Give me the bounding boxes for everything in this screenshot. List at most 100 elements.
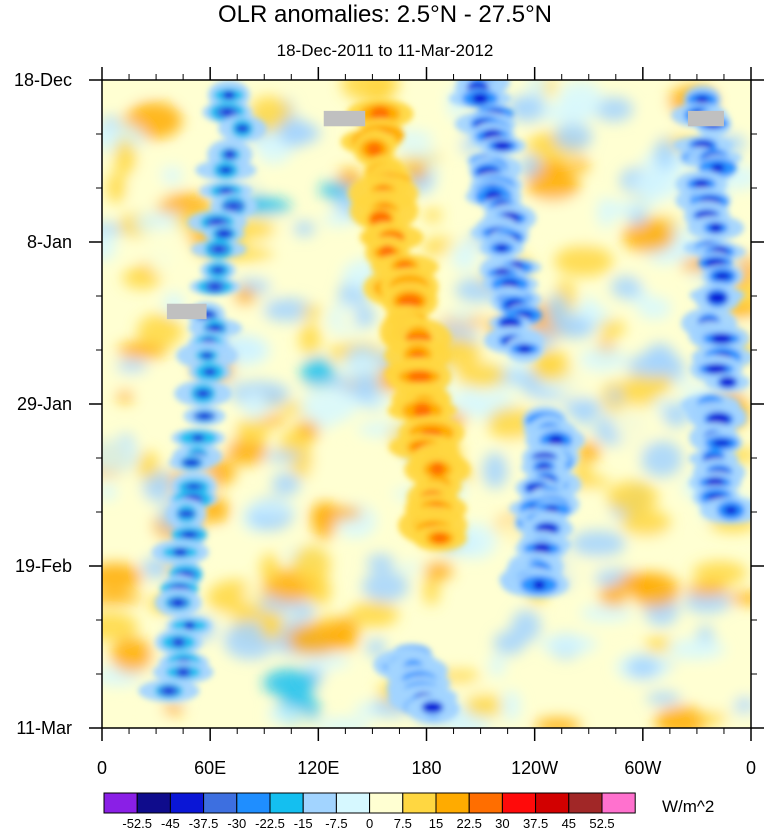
field-texture — [102, 83, 133, 99]
field-texture — [144, 695, 165, 727]
colorbar-label: -22.5 — [255, 816, 285, 830]
chart-subtitle: 18-Dec-2011 to 11-Mar-2012 — [276, 41, 494, 60]
field-texture — [234, 417, 270, 444]
anomaly-feature-1 — [504, 280, 516, 288]
field-texture — [242, 391, 268, 420]
field-texture — [622, 219, 675, 253]
anomaly-feature-3 — [713, 165, 722, 171]
anomaly-feature-4 — [370, 106, 390, 121]
field-texture — [501, 690, 521, 722]
field-texture — [557, 556, 588, 583]
field-texture — [161, 701, 184, 716]
field-texture — [293, 221, 316, 237]
anomaly-feature-0 — [185, 459, 199, 466]
field-texture — [423, 573, 440, 606]
anomaly-feature-4 — [366, 142, 383, 156]
field-texture — [451, 242, 477, 272]
field-texture — [225, 437, 268, 465]
x-tick-label: 120W — [511, 758, 558, 778]
anomaly-feature-2 — [551, 436, 561, 445]
field-texture — [354, 305, 376, 328]
anomaly-feature-0 — [229, 203, 238, 209]
colorbar-label: -15 — [294, 816, 313, 830]
anomaly-feature-0 — [222, 188, 230, 194]
anomaly-feature-3 — [712, 294, 723, 302]
field-texture — [597, 319, 626, 337]
field-texture — [133, 173, 169, 206]
colorbar-swatch — [136, 792, 171, 814]
field-texture — [137, 313, 184, 349]
field-texture — [692, 561, 748, 585]
x-tick-label: 0 — [97, 758, 107, 778]
field-texture — [644, 636, 673, 653]
field-texture — [244, 582, 261, 606]
field-texture — [641, 440, 683, 478]
field-texture — [618, 427, 653, 456]
field-texture — [610, 401, 664, 438]
field-texture — [579, 347, 627, 372]
anomaly-feature-0 — [226, 151, 234, 158]
colorbar-label: -30 — [227, 816, 246, 830]
anomaly-feature-0 — [183, 531, 196, 538]
field-texture — [247, 497, 294, 531]
y-tick-label: 29-Jan — [17, 394, 72, 414]
field-texture — [122, 267, 162, 289]
anomaly-feature-0 — [181, 511, 192, 517]
field-texture — [464, 694, 504, 718]
field-texture — [696, 711, 728, 725]
field-texture — [296, 602, 315, 620]
anomaly-feature-0 — [222, 108, 232, 116]
colorbar-label: 0 — [366, 816, 373, 830]
colorbar-swatch — [169, 792, 205, 814]
anomaly-feature-0 — [200, 413, 209, 420]
field-texture — [576, 441, 601, 462]
field-texture — [619, 373, 662, 407]
anomaly-feature-0 — [210, 324, 220, 332]
field-texture — [511, 609, 541, 642]
field-texture — [531, 349, 571, 383]
field-texture — [726, 592, 751, 605]
anomaly-feature-3 — [715, 335, 728, 342]
field-texture — [233, 287, 257, 306]
field-texture — [645, 691, 681, 705]
anomaly-feature-0 — [236, 125, 249, 132]
field-texture — [685, 583, 729, 597]
field-texture — [563, 397, 603, 419]
field-texture — [423, 208, 442, 222]
field-texture — [263, 668, 319, 698]
field-texture — [534, 717, 582, 728]
field-texture — [188, 145, 210, 158]
missing-data-patch — [166, 303, 207, 320]
anomaly-feature-1 — [518, 345, 531, 353]
field-texture — [299, 322, 321, 355]
field-texture — [455, 362, 507, 388]
anomaly-feature-0 — [189, 484, 199, 490]
field-texture — [362, 570, 409, 602]
field-texture — [135, 450, 160, 480]
field-texture — [102, 611, 139, 642]
field-texture — [637, 296, 672, 320]
field-texture — [632, 170, 685, 200]
field-texture — [352, 373, 379, 402]
field-texture — [447, 309, 476, 324]
field-texture — [579, 605, 633, 622]
field-texture — [654, 137, 675, 171]
field-texture — [711, 684, 739, 713]
field-texture — [260, 609, 284, 642]
missing-data-patch — [687, 110, 724, 127]
field-texture — [106, 172, 127, 204]
anomaly-feature-4 — [398, 294, 422, 308]
field-texture — [308, 575, 332, 607]
colorbar-label: 37.5 — [523, 816, 548, 830]
field-texture — [301, 357, 335, 389]
field-texture — [594, 97, 634, 122]
field-texture — [553, 317, 595, 339]
anomaly-feature-3 — [715, 440, 729, 446]
anomaly-feature-0 — [223, 91, 235, 99]
anomaly-feature-0 — [164, 688, 174, 694]
anomaly-feature-0 — [212, 219, 223, 226]
anomaly-feature-5 — [427, 703, 438, 711]
field-texture — [286, 623, 345, 656]
field-texture — [212, 537, 241, 553]
